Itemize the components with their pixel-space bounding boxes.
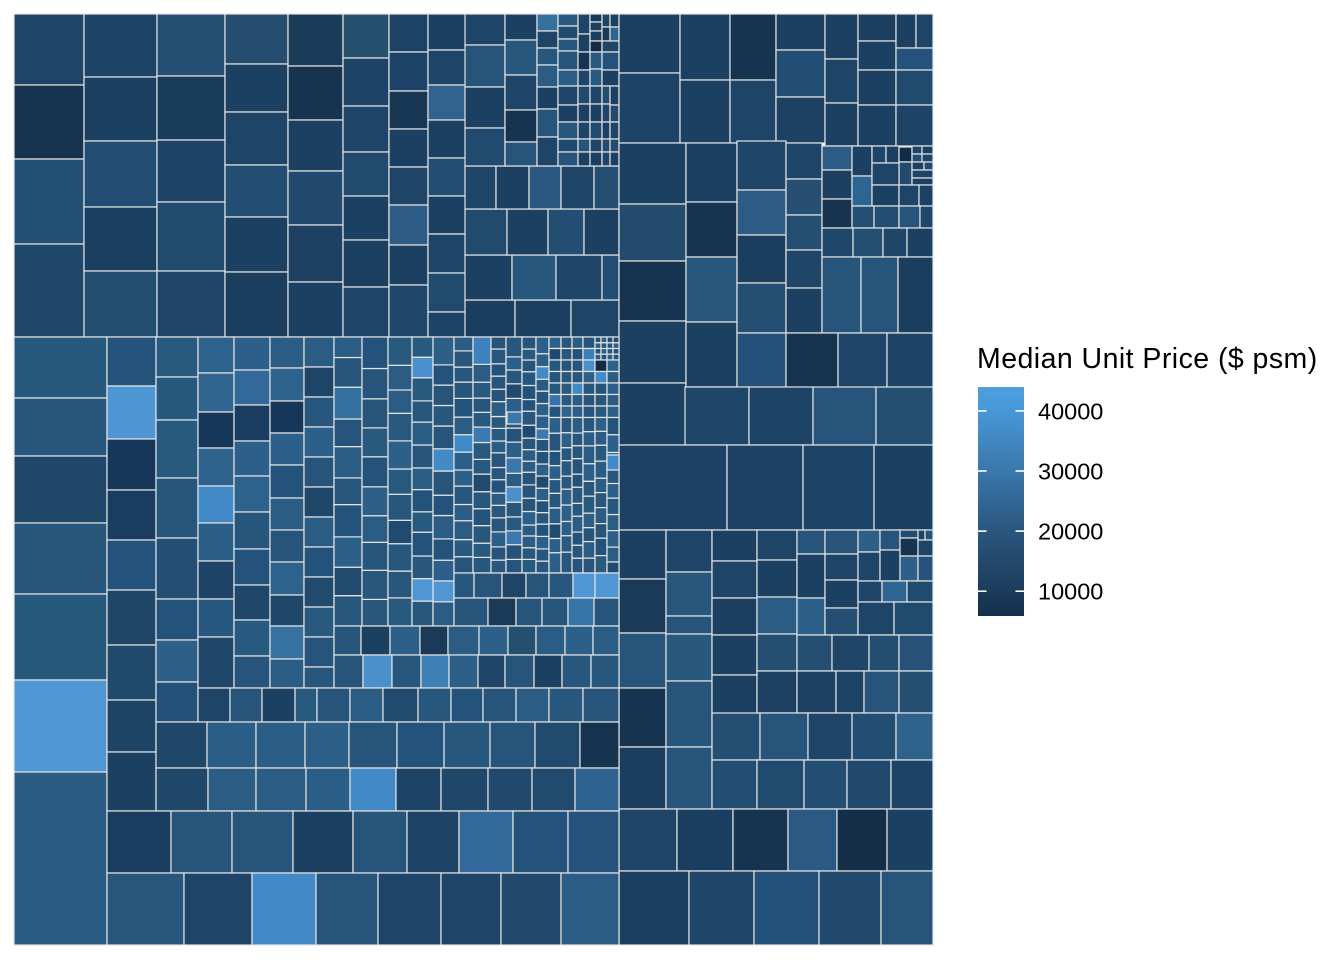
svg-text:30000: 30000 (1038, 459, 1103, 485)
svg-text:20000: 20000 (1038, 519, 1103, 545)
svg-text:40000: 40000 (1038, 398, 1103, 424)
svg-text:10000: 10000 (1038, 579, 1103, 605)
svg-text:Median Unit Price ($ psm): Median Unit Price ($ psm) (977, 343, 1318, 375)
